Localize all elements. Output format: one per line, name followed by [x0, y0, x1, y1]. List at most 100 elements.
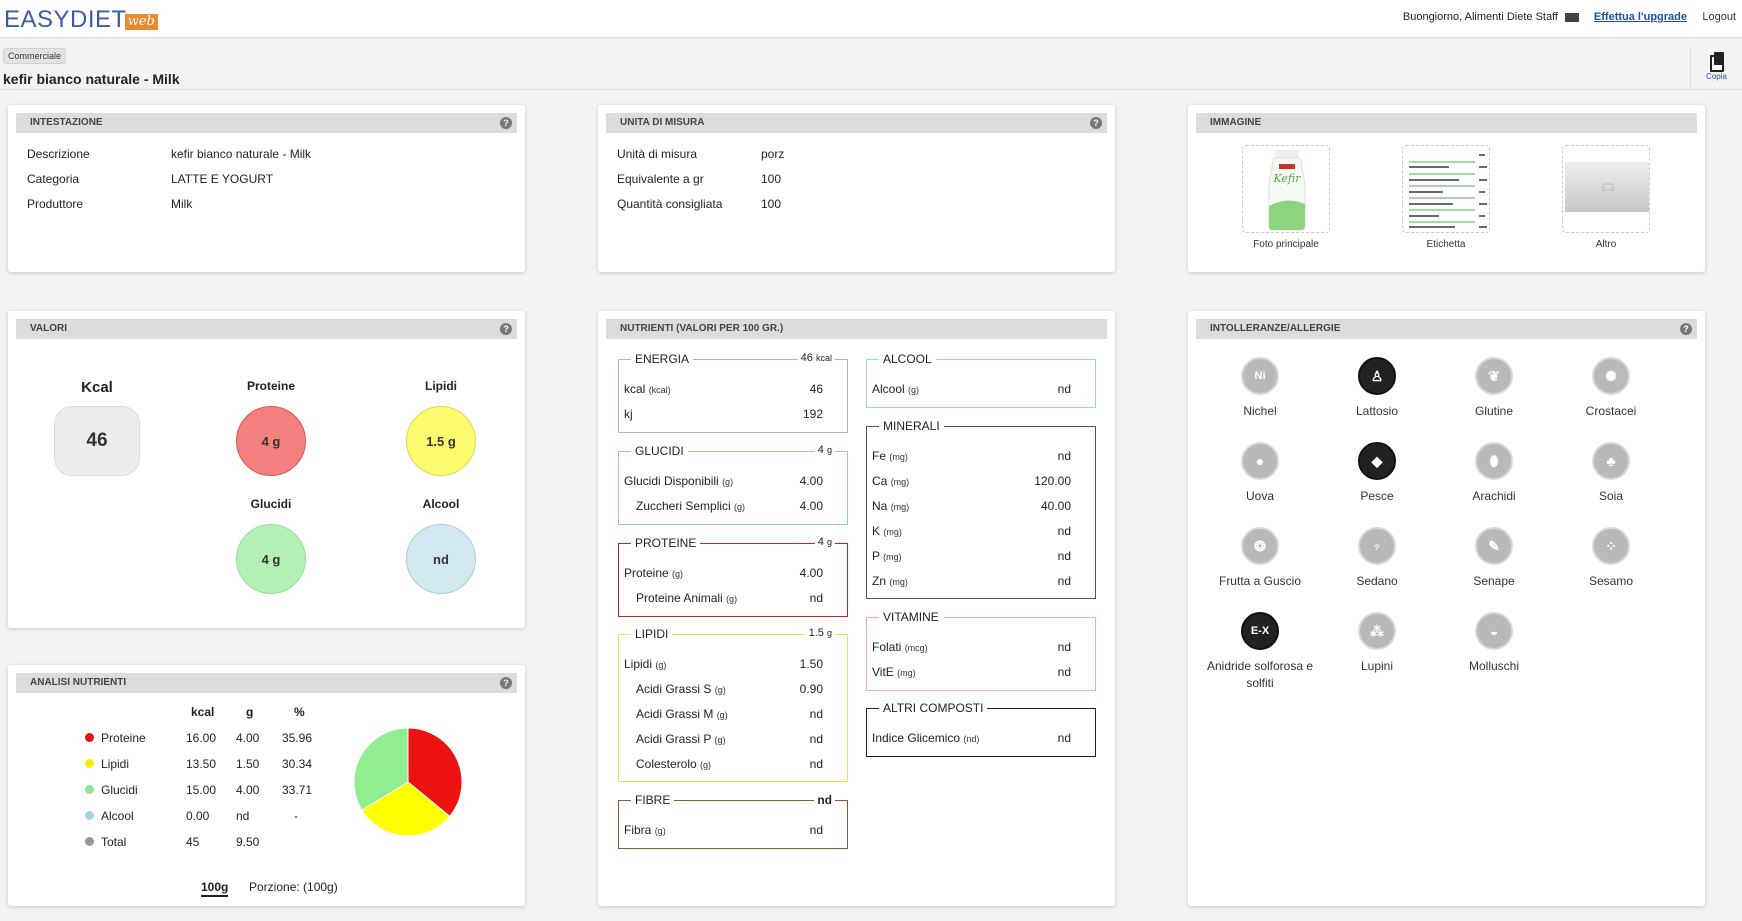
milk-icon: ♙ — [1358, 357, 1396, 395]
nutrient-row: Glucidi Disponibili (g) 4.00 — [624, 474, 823, 488]
breadcrumb[interactable]: Commerciale — [3, 48, 67, 64]
nutrient-row: Acidi Grassi M (g) nd — [636, 707, 823, 721]
field-label: Descrizione — [27, 147, 90, 161]
nutrition-label-image — [1409, 154, 1487, 228]
altri-title: ALTRI COMPOSTI — [879, 701, 988, 715]
allergen-item[interactable]: ❦ Glutine — [1439, 357, 1549, 420]
intolleranze-header: INTOLLERANZE/ALLERGIE ? — [1196, 319, 1697, 339]
field-value: porz — [761, 147, 785, 161]
pie-slice-proteine[interactable] — [407, 727, 463, 818]
label-thumbnail[interactable] — [1402, 145, 1490, 233]
pie-slice-glucidi[interactable] — [353, 727, 409, 811]
col-header-kcal: kcal — [191, 705, 215, 719]
nutrient-row: Acidi Grassi S (g) 0.90 — [636, 682, 823, 696]
logo-suffix: web — [124, 14, 158, 30]
crab-icon: ✺ — [1592, 357, 1630, 395]
vitamine-title: VITAMINE — [879, 610, 943, 624]
nutrient-name: Glucidi — [101, 783, 138, 797]
nutrient-grams: 4.00 — [236, 783, 260, 797]
nutrient-percent: 35.96 — [282, 731, 313, 745]
help-icon[interactable]: ? — [1680, 323, 1692, 335]
allergen-item[interactable]: ♙ Lattosio — [1322, 357, 1432, 420]
allergen-label: Pesce — [1360, 489, 1394, 503]
nutrient-row: Na (mg) 40.00 — [872, 499, 1071, 513]
mail-icon[interactable] — [1565, 12, 1579, 22]
valori-card: VALORI ? Kcal 46 Proteine 4 g Lipidi 1.5… — [8, 311, 525, 628]
pie-slice-lipidi[interactable] — [361, 781, 451, 837]
shell-icon: ◒ — [1475, 612, 1513, 650]
nutrient-pie-chart — [353, 727, 463, 837]
nutrient-percent: 33.71 — [282, 783, 313, 797]
field-value: kefir bianco naturale - Milk — [171, 147, 312, 161]
portion-tab-100g[interactable]: 100g — [201, 880, 229, 897]
celery-icon: ♆ — [1358, 527, 1396, 565]
nutrient-kcal: 45 — [186, 835, 200, 849]
field-label: Unità di misura — [617, 147, 698, 161]
field-label: Equivalente a gr — [617, 172, 704, 186]
allergen-label: Senape — [1473, 574, 1515, 588]
nutrient-row: P (mg) nd — [872, 549, 1071, 563]
intestazione-header: INTESTAZIONE ? — [16, 113, 517, 133]
other-thumbnail[interactable] — [1562, 145, 1650, 233]
upgrade-link[interactable]: Effettua l'upgrade — [1593, 11, 1687, 23]
glucidi-total: 4 g — [814, 444, 835, 456]
nutrient-name: Alcool — [101, 809, 134, 823]
nutrienti-header: NUTRIENTI (VALORI PER 100 GR.) — [606, 319, 1107, 339]
glucidi-title: GLUCIDI — [631, 444, 688, 458]
thumbnail-label: Altro — [1595, 239, 1617, 250]
allergen-item[interactable]: ● Uova — [1205, 442, 1315, 505]
nutrienti-title: NUTRIENTI (VALORI PER 100 GR.) — [620, 323, 784, 334]
field-value: 100 — [761, 172, 782, 186]
nutrient-name: Total — [101, 835, 127, 849]
analisi-card: ANALISI NUTRIENTI ? kcal g % Proteine 16.… — [8, 665, 525, 906]
allergen-item[interactable]: ⬮ Arachidi — [1439, 442, 1549, 505]
allergen-item[interactable]: E-X Anidride solforosa e solfiti — [1205, 612, 1315, 692]
vitamine-box: VITAMINE Folati (mcg) nd VitE (mg) nd — [866, 610, 1096, 691]
lipidi-title: LIPIDI — [631, 627, 673, 641]
help-icon[interactable]: ? — [1090, 117, 1102, 129]
allergen-label: Glutine — [1474, 404, 1514, 418]
greeting-text: Buongiorno, Alimenti Diete Staff — [1402, 11, 1558, 23]
app-logo[interactable]: EASYDIET web — [4, 6, 158, 32]
allergen-item[interactable]: ✺ Crostacei — [1556, 357, 1666, 420]
bottle-label: Kefir — [1272, 172, 1301, 185]
help-icon[interactable]: ? — [500, 323, 512, 335]
lipidi-bubble: 1.5 g — [406, 406, 476, 476]
allergen-label: Soia — [1598, 489, 1624, 503]
thumbnail-label: Etichetta — [1426, 239, 1466, 250]
allergen-item[interactable]: Ni Nichel — [1205, 357, 1315, 420]
allergen-item[interactable]: ♣ Soia — [1556, 442, 1666, 505]
nutrient-row: VitE (mg) nd — [872, 665, 1071, 679]
copy-button[interactable]: Copia — [1690, 46, 1742, 88]
help-icon[interactable]: ? — [500, 117, 512, 129]
allergen-item[interactable]: ◆ Pesce — [1322, 442, 1432, 505]
allergen-item[interactable]: ◒ Molluschi — [1439, 612, 1549, 675]
nutrient-kcal: 16.00 — [186, 731, 217, 745]
allergen-item[interactable]: ❂ Frutta a Guscio — [1205, 527, 1315, 590]
nutrient-grams: nd — [236, 809, 250, 823]
allergen-item[interactable]: ♆ Sedano — [1322, 527, 1432, 590]
main-photo-thumbnail[interactable]: Kefir — [1242, 145, 1330, 233]
intolleranze-card: INTOLLERANZE/ALLERGIE ? Ni Nichel ♙ Lattosi… — [1188, 311, 1705, 906]
energia-box: ENERGIA 46 kcal kcal (kcal) 46 kj 192 — [618, 352, 848, 433]
nutrient-row: Fibra (g) nd — [624, 823, 823, 837]
field-value: LATTE E YOGURT — [171, 172, 274, 186]
field-label: Produttore — [27, 197, 84, 211]
minerali-title: MINERALI — [879, 419, 944, 433]
lipidi-label: Lipidi — [425, 379, 457, 393]
nutrient-row: Proteine (g) 4.00 — [624, 566, 823, 580]
allergen-item[interactable]: ⁘ Sesamo — [1556, 527, 1666, 590]
allergen-item[interactable]: ✎ Senape — [1439, 527, 1549, 590]
logout-link[interactable]: Logout — [1702, 11, 1736, 23]
nutrient-row: Lipidi (g) 1.50 — [624, 657, 823, 671]
nutrient-kcal: 0.00 — [186, 809, 210, 823]
nutrient-name: Proteine — [101, 731, 146, 745]
analisi-header: ANALISI NUTRIENTI ? — [16, 673, 517, 693]
allergen-item[interactable]: ⁂ Lupini — [1322, 612, 1432, 675]
help-icon[interactable]: ? — [500, 677, 512, 689]
proteine-total: 4 g — [814, 536, 835, 548]
proteine-box: PROTEINE 4 g Proteine (g) 4.00 Proteine A… — [618, 536, 848, 617]
allergen-label: Frutta a Guscio — [1218, 574, 1302, 588]
proteine-label: Proteine — [246, 379, 295, 393]
field-value: 100 — [761, 197, 782, 211]
